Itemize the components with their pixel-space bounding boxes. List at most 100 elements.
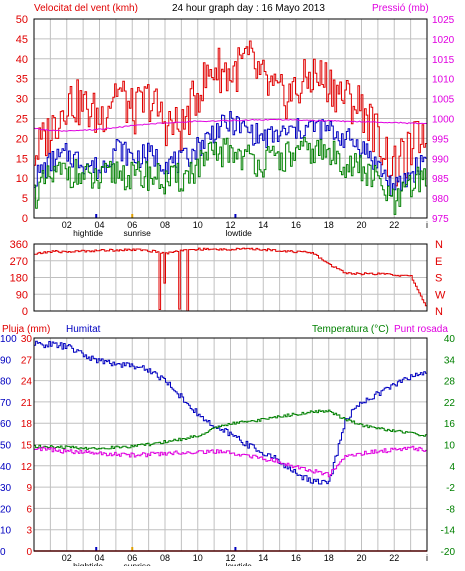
y-right-tick-label: 995	[432, 134, 449, 145]
y-right-tick-label: 985	[432, 174, 449, 185]
y-tick-label: 10	[16, 173, 28, 185]
temp-tick-label: 16	[444, 419, 456, 430]
y-tick-label: 30	[16, 94, 28, 106]
y-right-tick-label: 980	[432, 194, 449, 205]
x-tick-label: i	[426, 220, 428, 230]
pluja-tick-label: 27	[21, 355, 33, 366]
pressure-line	[33, 118, 428, 132]
x-tick-label: 06	[127, 553, 137, 563]
x-tick-label: 02	[62, 553, 72, 563]
y-tick-label: 0	[22, 306, 28, 318]
pluja-tick-label: 21	[21, 398, 33, 409]
y-right-tick-label: 975	[432, 214, 449, 225]
y-right-tick-label: 1000	[432, 115, 455, 126]
wind-speed-line	[34, 111, 428, 197]
pluja-tick-label: 24	[21, 377, 33, 388]
temp-tick-label: 22	[444, 398, 456, 409]
direction-tick-label: W	[435, 289, 446, 301]
x-tick-label: 08	[160, 220, 170, 230]
x-tick-label: 22	[389, 553, 399, 563]
pluja-tick-label: 3	[26, 526, 32, 537]
x-tick-label: 06	[127, 220, 137, 230]
y-right-tick-label: 1015	[432, 55, 455, 66]
y-tick-label: 50	[16, 14, 28, 26]
pluja-tick-label: 15	[21, 441, 33, 452]
humitat-tick-label: 40	[0, 462, 12, 473]
humitat-tick-label: 90	[0, 355, 12, 366]
humitat-tick-label: 50	[0, 441, 12, 452]
y-tick-label: 360	[10, 239, 28, 251]
y-tick-label: 15	[16, 153, 28, 165]
x-tick-label: 20	[356, 220, 366, 230]
direction-tick-label: N	[435, 306, 443, 318]
humidity-line	[34, 340, 428, 485]
chart-title: 24 hour graph day : 16 Mayo 2013	[172, 3, 325, 14]
wind-gust-line	[34, 40, 428, 187]
lowtide-label: lowtide	[225, 228, 252, 238]
y-right-tick-label: 1005	[432, 95, 455, 106]
pluja-tick-label: 12	[21, 462, 33, 473]
x-tick-label: 16	[291, 553, 301, 563]
pluja-tick-label: 18	[21, 419, 33, 430]
x-tick-label: 16	[291, 220, 301, 230]
humitat-tick-label: 30	[0, 483, 12, 494]
x-tick-label: 20	[356, 553, 366, 563]
x-tick-label: 04	[94, 220, 104, 230]
punt-rosada-axis-label: Punt rosada	[394, 324, 448, 335]
y-tick-label: 180	[10, 273, 28, 285]
plot-frame	[33, 18, 428, 219]
pluja-tick-label: 30	[21, 334, 33, 345]
x-tick-label: 14	[258, 553, 268, 563]
wind-direction-panel: 0 N 90 W 180 S 270 E 360 N	[10, 239, 446, 318]
y-tick-label: 270	[10, 256, 28, 268]
humitat-tick-label: 0	[0, 547, 6, 558]
humitat-tick-label: 60	[0, 419, 12, 430]
wind-pressure-panel: 02 04 06 08 10 12 14 16 18 20 22 i hightide sunrise lo…	[16, 14, 455, 238]
direction-tick-label: E	[435, 256, 442, 268]
direction-tick-label: N	[435, 239, 443, 251]
y-tick-label: 45	[16, 34, 28, 46]
y-right-tick-label: 1010	[432, 75, 455, 86]
y-tick-label: 90	[16, 289, 28, 301]
direction-tick-label: S	[435, 273, 442, 285]
temp-tick-label: 10	[444, 441, 456, 452]
temp-tick-label: -14	[441, 526, 456, 537]
temp-tick-label: 4	[449, 462, 455, 473]
plot-frame	[33, 243, 428, 312]
sunrise-label: sunrise	[123, 561, 151, 566]
humitat-axis-label: Humitat	[66, 324, 101, 335]
wind-average-line	[34, 136, 428, 215]
y-tick-label: 40	[16, 54, 28, 66]
humitat-tick-label: 80	[0, 377, 12, 388]
x-tick-label: 12	[225, 553, 235, 563]
temp-tick-label: 34	[444, 355, 456, 366]
x-tick-label: i	[426, 553, 428, 563]
humitat-tick-label: 100	[0, 334, 17, 345]
temp-tick-label: -2	[446, 483, 455, 494]
humitat-tick-label: 70	[0, 398, 12, 409]
wind-direction-line	[34, 247, 428, 312]
x-tick-label: 10	[193, 553, 203, 563]
y-right-tick-label: 990	[432, 154, 449, 165]
x-tick-label: 18	[324, 553, 334, 563]
humitat-tick-label: 10	[0, 526, 12, 537]
y-right-tick-label: 1020	[432, 35, 455, 46]
hightide-label: hightide	[73, 561, 103, 566]
pressure-axis-label: Pressió (mb)	[372, 3, 429, 14]
y-tick-label: 20	[16, 133, 28, 145]
wind-axis-label: Velocitat del vent (kmh)	[34, 3, 138, 14]
x-tick-label: 22	[389, 220, 399, 230]
x-tick-label: 14	[258, 220, 268, 230]
y-tick-label: 35	[16, 74, 28, 86]
temp-tick-label: 40	[444, 334, 456, 345]
pluja-tick-label: 9	[26, 483, 32, 494]
hightide-label: hightide	[73, 228, 103, 238]
x-tick-label: 18	[324, 220, 334, 230]
y-tick-label: 5	[22, 193, 28, 205]
sunrise-label: sunrise	[123, 228, 151, 238]
x-tick-label: 10	[193, 220, 203, 230]
x-tick-label: 02	[62, 220, 72, 230]
x-tick-label: 04	[94, 553, 104, 563]
temp-tick-label: 28	[444, 377, 456, 388]
